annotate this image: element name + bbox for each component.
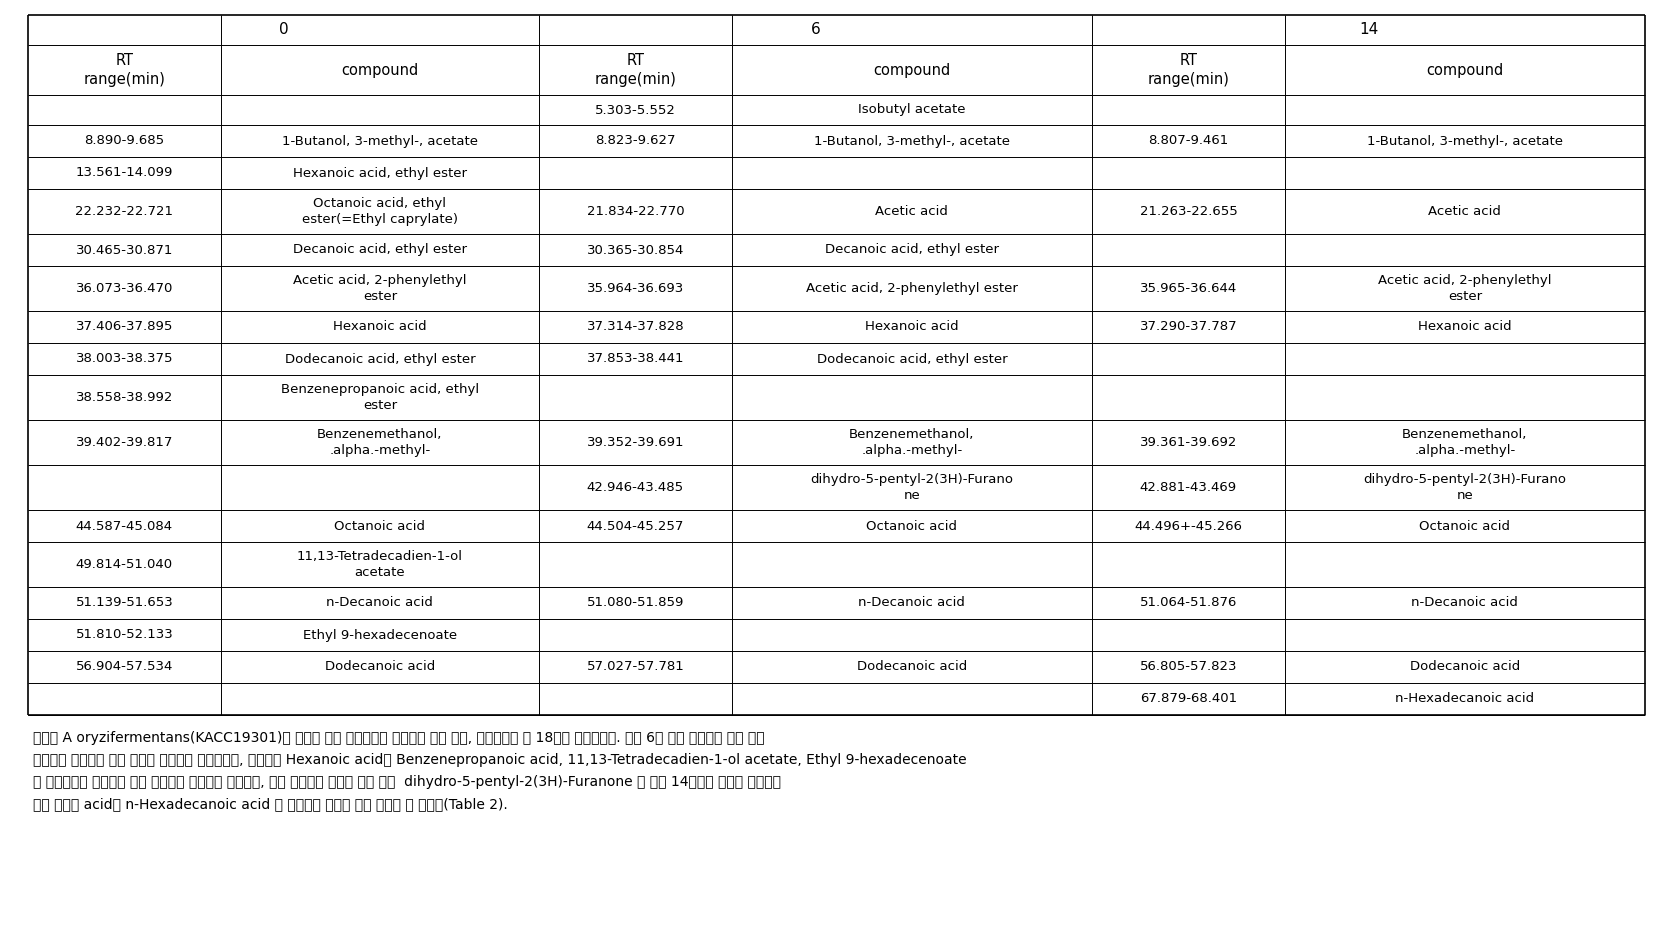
Text: 39.361-39.692: 39.361-39.692 — [1139, 436, 1237, 449]
Text: 44.496+-45.266: 44.496+-45.266 — [1134, 520, 1242, 533]
Text: 42.881-43.469: 42.881-43.469 — [1141, 481, 1237, 494]
Text: Hexanoic acid: Hexanoic acid — [1418, 320, 1511, 333]
Text: 22.232-22.721: 22.232-22.721 — [75, 205, 174, 218]
Text: n-Decanoic acid: n-Decanoic acid — [326, 597, 433, 610]
Text: 30.365-30.854: 30.365-30.854 — [586, 243, 685, 256]
Text: Dodecanoic acid: Dodecanoic acid — [857, 660, 967, 674]
Text: 35.964-36.693: 35.964-36.693 — [586, 282, 685, 295]
Text: 1-Butanol, 3-methyl-, acetate: 1-Butanol, 3-methyl-, acetate — [1366, 135, 1563, 147]
Text: 57.027-57.781: 57.027-57.781 — [586, 660, 685, 674]
Text: Acetic acid: Acetic acid — [875, 205, 949, 218]
Text: RT
range(min): RT range(min) — [84, 53, 165, 86]
Text: 8.823-9.627: 8.823-9.627 — [595, 135, 676, 147]
Text: 42.946-43.485: 42.946-43.485 — [586, 481, 685, 494]
Text: 51.064-51.876: 51.064-51.876 — [1139, 597, 1237, 610]
Text: Octanoic acid: Octanoic acid — [334, 520, 426, 533]
Text: 37.853-38.441: 37.853-38.441 — [586, 352, 685, 366]
Text: 1-Butanol, 3-methyl-, acetate: 1-Butanol, 3-methyl-, acetate — [282, 135, 478, 147]
Text: 51.810-52.133: 51.810-52.133 — [75, 629, 174, 641]
Text: Octanoic acid, ethyl
ester(=Ethyl caprylate): Octanoic acid, ethyl ester(=Ethyl capryl… — [302, 197, 458, 226]
Text: Benzenepropanoic acid, ethyl
ester: Benzenepropanoic acid, ethyl ester — [281, 383, 479, 412]
Text: Octanoic acid: Octanoic acid — [867, 520, 957, 533]
Text: Dodecanoic acid: Dodecanoic acid — [324, 660, 434, 674]
Text: Hexanoic acid: Hexanoic acid — [865, 320, 959, 333]
Text: Acetic acid, 2-phenylethyl
ester: Acetic acid, 2-phenylethyl ester — [294, 274, 466, 303]
Text: 21.834-22.770: 21.834-22.770 — [586, 205, 685, 218]
Text: Acetic acid, 2-phenylethyl
ester: Acetic acid, 2-phenylethyl ester — [1378, 274, 1551, 303]
Text: 11,13-Tetradecadien-1-ol
acetate: 11,13-Tetradecadien-1-ol acetate — [297, 550, 463, 579]
Text: compound: compound — [873, 63, 950, 78]
Text: Acetic acid: Acetic acid — [1428, 205, 1501, 218]
Text: RT
range(min): RT range(min) — [1147, 53, 1229, 86]
Text: 초산균 A oryzifermentans(KACC19301)로 제조한 대추 발효식초의 향기성분 분석 결과, 휘발성분은 총 18종이 동정되었다. 발: 초산균 A oryzifermentans(KACC19301)로 제조한 대추… — [33, 731, 765, 745]
Text: 51.080-51.859: 51.080-51.859 — [586, 597, 685, 610]
Text: 14: 14 — [1359, 23, 1378, 37]
Text: 39.352-39.691: 39.352-39.691 — [586, 436, 685, 449]
Text: 56.805-57.823: 56.805-57.823 — [1139, 660, 1237, 674]
Text: Benzenemethanol,
.alpha.-methyl-: Benzenemethanol, .alpha.-methyl- — [1403, 428, 1528, 457]
Text: dihydro-5-pentyl-2(3H)-Furano
ne: dihydro-5-pentyl-2(3H)-Furano ne — [1363, 473, 1566, 502]
Text: n-Decanoic acid: n-Decanoic acid — [858, 597, 965, 610]
Text: n-Hexadecanoic acid: n-Hexadecanoic acid — [1396, 693, 1535, 706]
Text: Decanoic acid, ethyl ester: Decanoic acid, ethyl ester — [292, 243, 468, 256]
Text: dihydro-5-pentyl-2(3H)-Furano
ne: dihydro-5-pentyl-2(3H)-Furano ne — [810, 473, 1014, 502]
Text: 21.263-22.655: 21.263-22.655 — [1139, 205, 1237, 218]
Text: Acetic acid, 2-phenylethyl ester: Acetic acid, 2-phenylethyl ester — [807, 282, 1017, 295]
Text: Benzenemethanol,
.alpha.-methyl-: Benzenemethanol, .alpha.-methyl- — [850, 428, 975, 457]
Text: n-Decanoic acid: n-Decanoic acid — [1411, 597, 1518, 610]
Text: 나는 휘발성 acid인 n-Hexadecanoic acid 가 발효되며 생성된 것을 확인할 수 있었다(Table 2).: 나는 휘발성 acid인 n-Hexadecanoic acid 가 발효되며 … — [33, 797, 508, 811]
Text: 30.465-30.871: 30.465-30.871 — [75, 243, 174, 256]
Text: 8.807-9.461: 8.807-9.461 — [1149, 135, 1229, 147]
Text: 51.139-51.653: 51.139-51.653 — [75, 597, 174, 610]
Text: 8.890-9.685: 8.890-9.685 — [84, 135, 164, 147]
Text: 49.814-51.040: 49.814-51.040 — [75, 558, 174, 571]
Text: compound: compound — [341, 63, 419, 78]
Text: 37.406-37.895: 37.406-37.895 — [75, 320, 174, 333]
Text: 67.879-68.401: 67.879-68.401 — [1141, 693, 1237, 706]
Text: 6: 6 — [810, 23, 820, 37]
Text: 38.558-38.992: 38.558-38.992 — [75, 391, 174, 404]
Text: Isobutyl acetate: Isobutyl acetate — [858, 104, 965, 117]
Text: 1-Butanol, 3-methyl-, acetate: 1-Butanol, 3-methyl-, acetate — [813, 135, 1010, 147]
Text: 37.314-37.828: 37.314-37.828 — [586, 320, 685, 333]
Text: 37.290-37.787: 37.290-37.787 — [1139, 320, 1237, 333]
Text: 44.504-45.257: 44.504-45.257 — [586, 520, 685, 533]
Text: Benzenemethanol,
.alpha.-methyl-: Benzenemethanol, .alpha.-methyl- — [317, 428, 443, 457]
Text: 5.303-5.552: 5.303-5.552 — [595, 104, 676, 117]
Text: 39.402-39.817: 39.402-39.817 — [75, 436, 174, 449]
Text: Hexanoic acid, ethyl ester: Hexanoic acid, ethyl ester — [292, 166, 468, 180]
Text: Dodecanoic acid, ethyl ester: Dodecanoic acid, ethyl ester — [284, 352, 476, 366]
Text: 38.003-38.375: 38.003-38.375 — [75, 352, 174, 366]
Text: Dodecanoic acid: Dodecanoic acid — [1409, 660, 1520, 674]
Text: RT
range(min): RT range(min) — [595, 53, 676, 86]
Text: 56.904-57.534: 56.904-57.534 — [75, 660, 174, 674]
Text: 13.561-14.099: 13.561-14.099 — [75, 166, 174, 180]
Text: 35.965-36.644: 35.965-36.644 — [1139, 282, 1237, 295]
Text: Ethyl 9-hexadecenoate: Ethyl 9-hexadecenoate — [302, 629, 458, 641]
Text: 36.073-36.470: 36.073-36.470 — [75, 282, 174, 295]
Text: Decanoic acid, ethyl ester: Decanoic acid, ethyl ester — [825, 243, 999, 256]
Text: 는 발효기간이 경과함에 따라 분해되어 검출되지 않았으며, 당류 분해물로 달콤한 향을 내는  dihydro-5-pentyl-2(3H)-Furano: 는 발효기간이 경과함에 따라 분해되어 검출되지 않았으며, 당류 분해물로 … — [33, 775, 782, 789]
Text: compound: compound — [1426, 63, 1503, 78]
Text: Octanoic acid: Octanoic acid — [1420, 520, 1510, 533]
Text: 0: 0 — [279, 23, 289, 37]
Text: 생성물로 자극취를 내는 초산이 발생하기 시작하었고, 고분자인 Hexanoic acid와 Benzenepropanoic acid, 11,13-Te: 생성물로 자극취를 내는 초산이 발생하기 시작하었고, 고분자인 Hexano… — [33, 753, 967, 767]
Text: Dodecanoic acid, ethyl ester: Dodecanoic acid, ethyl ester — [817, 352, 1007, 366]
Text: 44.587-45.084: 44.587-45.084 — [75, 520, 174, 533]
Text: Hexanoic acid: Hexanoic acid — [332, 320, 428, 333]
